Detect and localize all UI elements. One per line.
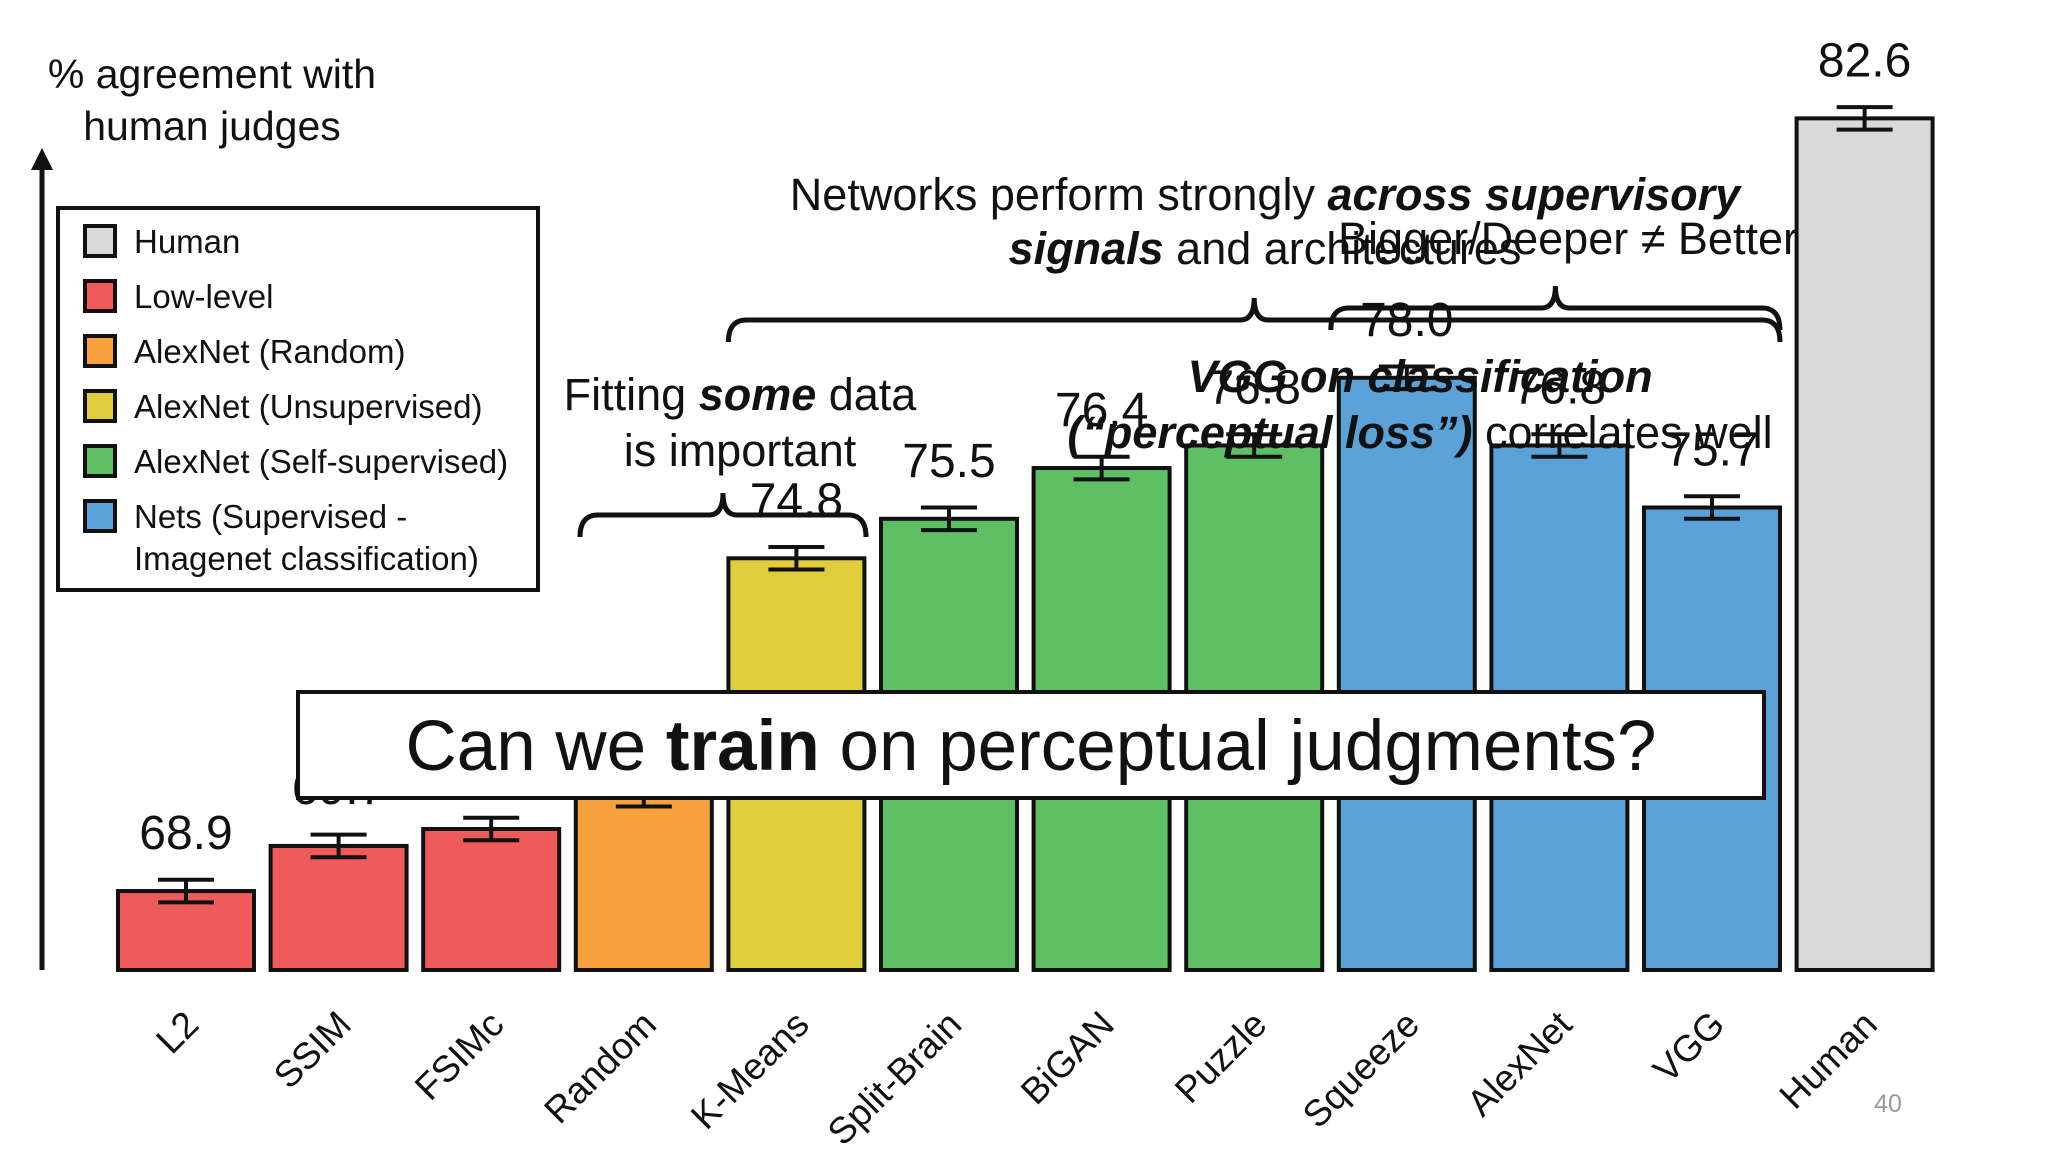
error-bar-human: [1836, 105, 1893, 132]
annotation-networks-line-1: Networks perform strongly across supervi…: [790, 169, 1742, 220]
legend-label-alexnet-self-supervised: AlexNet (Self-supervised): [134, 443, 508, 480]
value-label-l2: 68.9: [139, 807, 232, 860]
banner-text: Can we train on perceptual judgments?: [405, 707, 1656, 786]
bar-fsimc: [421, 827, 562, 972]
error-bar-ssim: [310, 832, 367, 860]
error-bar-squeeze: [1378, 364, 1435, 392]
annotation-fitting-line-1: Fitting some data: [564, 369, 918, 420]
legend-label-alexnet-unsupervised: AlexNet (Unsupervised): [134, 388, 482, 425]
annotation-fitting-line-2: is important: [624, 425, 857, 476]
bar-human: [1794, 116, 1935, 973]
x-tick-label-ssim: SSIM: [266, 1003, 359, 1096]
y-axis-label: % agreement with: [48, 51, 376, 97]
legend-swatch-alexnet-random: [83, 334, 117, 368]
x-tick-label-vgg: VGG: [1645, 1003, 1732, 1090]
value-label-vgg: 75.7: [1665, 424, 1758, 477]
legend: Human Low-level AlexNet (Random) AlexNet (U…: [56, 206, 540, 592]
legend-swatch-nets-supervised: [83, 499, 117, 533]
legend-swatch-alexnet-unsupervised: [83, 389, 117, 423]
legend-swatch-alexnet-self-supervised: [83, 444, 117, 478]
value-label-k-means: 74.8: [750, 474, 843, 527]
value-label-alexnet: 76.8: [1513, 361, 1606, 414]
legend-label-alexnet-random: AlexNet (Random): [134, 333, 405, 370]
annotation-vgg-line-1: VGG on classification: [1187, 351, 1652, 402]
legend-box: [56, 206, 540, 592]
x-tick-label-fsimc: FSIMc: [407, 1003, 512, 1108]
bar-squeeze: [1336, 375, 1477, 972]
banner-prefix: Can we: [405, 707, 665, 786]
x-tick-label-random: Random: [536, 1003, 664, 1131]
error-bar-bigan: [1073, 454, 1130, 482]
x-tick-label-bigan: BiGAN: [1013, 1003, 1122, 1112]
error-bars: [158, 105, 1893, 905]
error-bar-vgg: [1684, 494, 1740, 521]
x-tick-label-split-brain: Split-Brain: [820, 1003, 970, 1152]
value-label-human: 82.6: [1818, 34, 1911, 87]
x-tick-label-l2: L2: [148, 1003, 206, 1061]
value-label-puzzle: 76.8: [1207, 361, 1300, 414]
error-bar-puzzle: [1226, 432, 1283, 459]
x-tick-label-human: Human: [1772, 1003, 1885, 1116]
bar-random: [573, 793, 714, 972]
bar-ssim: [268, 843, 409, 972]
x-tick-label-puzzle: Puzzle: [1167, 1003, 1275, 1111]
y-axis-arrowhead: [31, 148, 53, 170]
banner-box: [296, 690, 1766, 800]
annotation-vgg-line-2: (“perceptual loss”) correlates well: [1067, 407, 1772, 458]
legend-swatch-human: [83, 224, 117, 258]
legend-label-human: Human: [134, 223, 240, 260]
x-tick-labels: L2 SSIM FSIMc Random K-Means Split-Brain BiGAN…: [148, 1003, 1885, 1152]
x-tick-label-squeeze: Squeeze: [1295, 1003, 1427, 1135]
y-axis-label-line-1: % agreement with: [48, 51, 376, 97]
value-labels: 68.969.770.070.674.875.576.476.878.076.8…: [139, 34, 1911, 860]
annotation-bigger-deeper-line-1: Bigger/Deeper ≠ Better: [1338, 213, 1798, 264]
value-label-bigan: 76.4: [1055, 384, 1148, 437]
y-axis-label: human judges: [83, 103, 341, 149]
question-banner: Can we train on perceptual judgments?: [296, 690, 1766, 800]
error-bar-alexnet: [1531, 432, 1588, 459]
slide-number: 40: [1874, 1090, 1902, 1118]
legend-swatch-low-level: [83, 279, 117, 313]
y-axis-label-line-2: human judges: [83, 103, 341, 149]
brace-fitting: [577, 492, 869, 538]
x-tick-label-alexnet: AlexNet: [1459, 1003, 1580, 1124]
error-bar-k-means: [768, 545, 825, 572]
brace-bigger-deeper: [1328, 285, 1783, 331]
legend-label-low-level: Low-level: [134, 278, 273, 315]
x-tick-label-k-means: K-Means: [683, 1003, 817, 1137]
error-bar-fsimc: [463, 815, 520, 843]
brace-networks: [725, 297, 1783, 343]
legend-label-nets-supervised: Nets (Supervised -Imagenet classificatio…: [134, 498, 479, 577]
banner-bold: train: [666, 707, 820, 786]
value-label-split-brain: 75.5: [902, 435, 995, 488]
error-bar-l2: [158, 877, 214, 905]
annotation-networks-line-2: signals and architectures: [1009, 223, 1522, 274]
error-bar-split-brain: [921, 505, 977, 533]
banner-suffix: on perceptual judgments?: [820, 707, 1657, 786]
